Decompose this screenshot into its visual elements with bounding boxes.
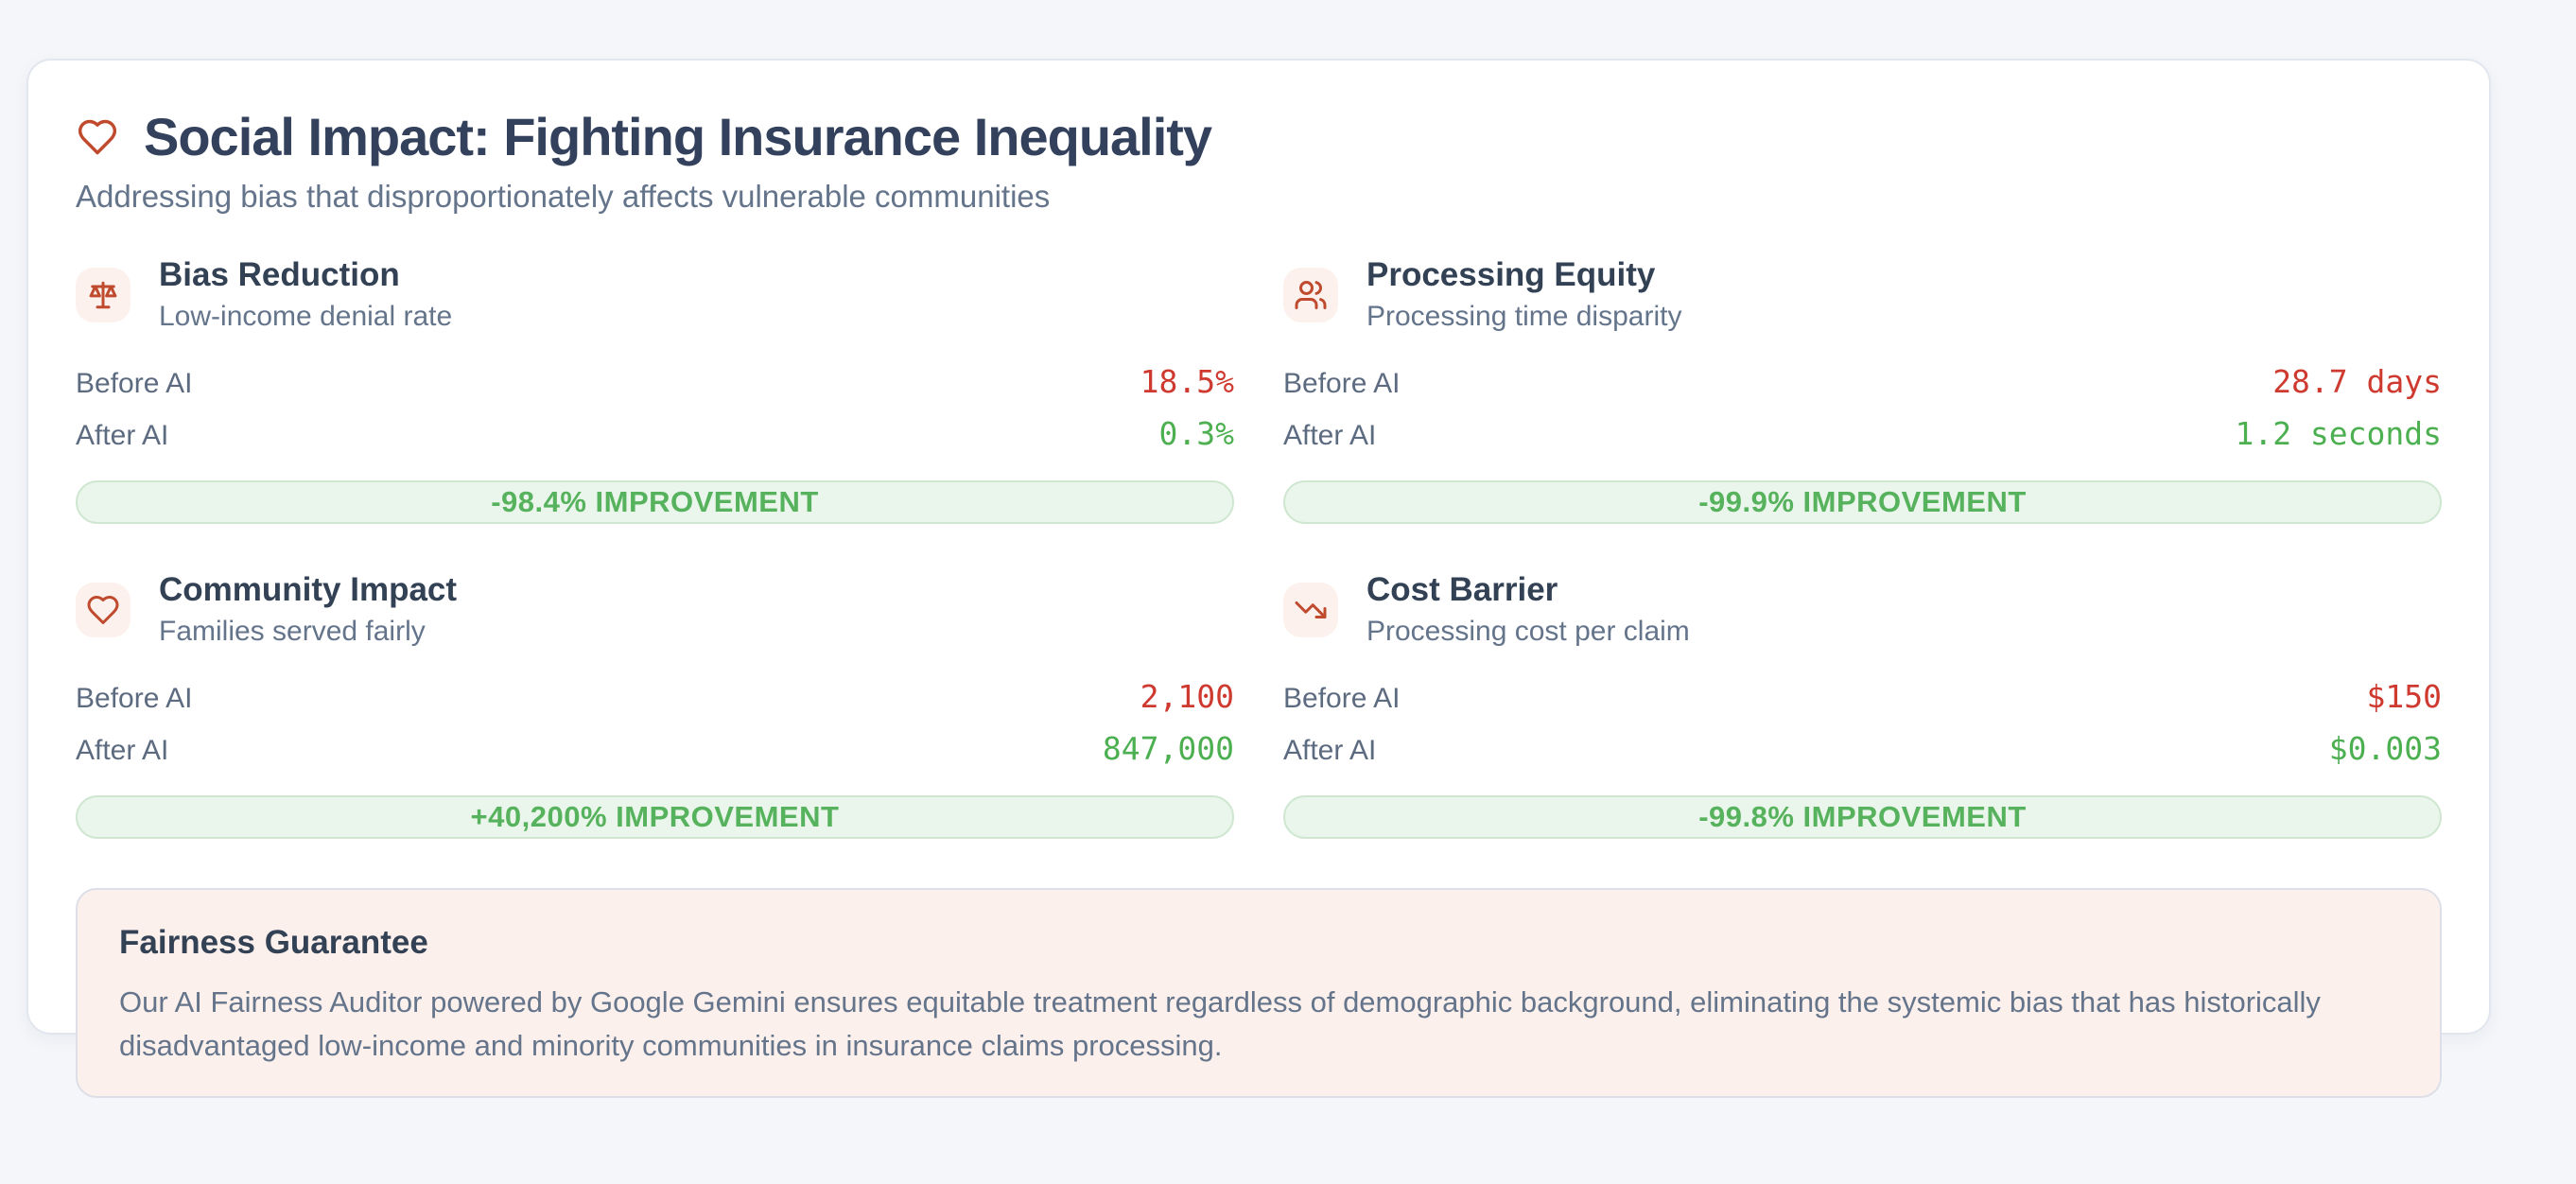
improvement-badge: +40,200% IMPROVEMENT xyxy=(76,795,1234,839)
metric-title: Cost Barrier xyxy=(1366,571,1558,608)
before-row: Before AI 18.5% xyxy=(76,356,1234,408)
after-value: 847,000 xyxy=(1102,730,1234,767)
trending-down-icon xyxy=(1295,601,1327,618)
before-label: Before AI xyxy=(76,683,193,714)
before-label: Before AI xyxy=(1283,368,1401,399)
page-subtitle: Addressing bias that disproportionately … xyxy=(76,179,1051,214)
metric-subtitle: Low-income denial rate xyxy=(159,301,453,332)
after-label: After AI xyxy=(1283,735,1377,766)
after-row: After AI 1.2 seconds xyxy=(1283,408,2442,460)
metric-card-community-impact: Community Impact Families served fairly … xyxy=(76,571,1234,839)
metric-icon-chip xyxy=(76,582,131,637)
after-value: $0.003 xyxy=(2328,730,2442,767)
before-value: 28.7 days xyxy=(2272,363,2442,400)
before-row: Before AI 2,100 xyxy=(76,670,1234,723)
fairness-body: Our AI Fairness Auditor powered by Googl… xyxy=(119,985,2321,1062)
improvement-badge: -98.4% IMPROVEMENT xyxy=(76,480,1234,524)
heart-icon xyxy=(87,595,119,624)
social-impact-panel: Social Impact: Fighting Insurance Inequa… xyxy=(26,59,2491,1098)
metrics-grid: Bias Reduction Low-income denial rate Be… xyxy=(76,256,2442,839)
panel-header: Social Impact: Fighting Insurance Inequa… xyxy=(76,106,2442,215)
page-title: Social Impact: Fighting Insurance Inequa… xyxy=(144,107,1212,166)
metric-subtitle: Families served fairly xyxy=(159,616,426,647)
after-label: After AI xyxy=(76,420,169,451)
improvement-badge: -99.8% IMPROVEMENT xyxy=(1283,795,2442,839)
before-label: Before AI xyxy=(1283,683,1401,714)
improvement-badge: -99.9% IMPROVEMENT xyxy=(1283,480,2442,524)
before-value: 2,100 xyxy=(1140,678,1234,715)
after-label: After AI xyxy=(1283,420,1377,451)
metric-title: Community Impact xyxy=(159,571,458,608)
after-value: 1.2 seconds xyxy=(2235,415,2442,452)
metric-subtitle: Processing cost per claim xyxy=(1366,616,1690,647)
users-icon xyxy=(1295,280,1327,309)
after-row: After AI 0.3% xyxy=(76,408,1234,460)
after-row: After AI 847,000 xyxy=(76,723,1234,775)
heart-icon xyxy=(78,119,117,154)
metric-icon-chip xyxy=(1283,267,1338,322)
fairness-title: Fairness Guarantee xyxy=(119,924,428,961)
after-label: After AI xyxy=(76,735,169,766)
metric-subtitle: Processing time disparity xyxy=(1366,301,1682,332)
fairness-guarantee-box: Fairness Guarantee Our AI Fairness Audit… xyxy=(76,888,2442,1098)
before-value: 18.5% xyxy=(1140,363,1234,400)
metric-card-bias-reduction: Bias Reduction Low-income denial rate Be… xyxy=(76,256,1234,524)
scale-icon xyxy=(89,281,117,308)
after-value: 0.3% xyxy=(1158,415,1234,452)
before-row: Before AI $150 xyxy=(1283,670,2442,723)
metric-icon-chip xyxy=(1283,582,1338,637)
metric-title: Processing Equity xyxy=(1366,256,1656,293)
metric-title: Bias Reduction xyxy=(159,256,400,293)
after-row: After AI $0.003 xyxy=(1283,723,2442,775)
metric-card-processing-equity: Processing Equity Processing time dispar… xyxy=(1283,256,2442,524)
before-row: Before AI 28.7 days xyxy=(1283,356,2442,408)
before-value: $150 xyxy=(2366,678,2442,715)
metric-icon-chip xyxy=(76,267,131,322)
metric-card-cost-barrier: Cost Barrier Processing cost per claim B… xyxy=(1283,571,2442,839)
before-label: Before AI xyxy=(76,368,193,399)
